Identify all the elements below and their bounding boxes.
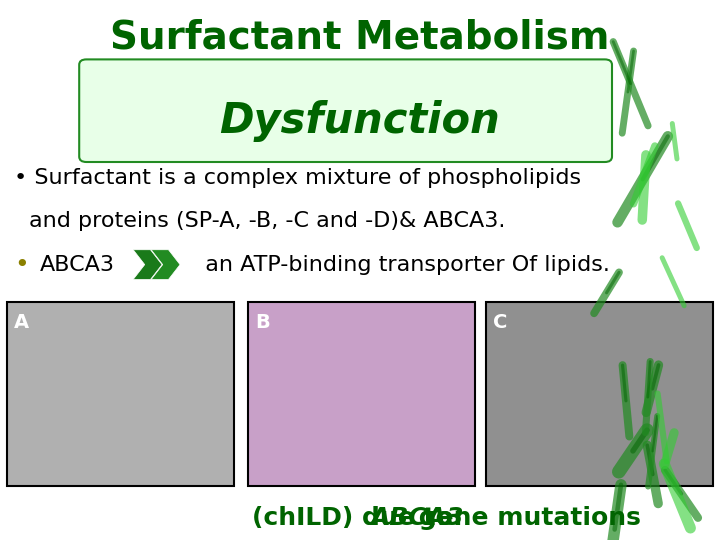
Bar: [7, 302, 234, 486]
FancyBboxPatch shape: [79, 59, 612, 162]
Text: C: C: [493, 313, 508, 332]
Text: Dysfunction: Dysfunction: [220, 100, 500, 143]
Polygon shape: [151, 249, 180, 280]
Text: Surfactant Metabolism: Surfactant Metabolism: [110, 19, 610, 57]
Text: •: •: [14, 253, 29, 276]
Text: A: A: [14, 313, 30, 332]
Bar: [248, 302, 475, 486]
Text: gene mutations: gene mutations: [410, 507, 642, 530]
Text: B: B: [256, 313, 270, 332]
Text: (chILD) due to: (chILD) due to: [252, 507, 462, 530]
Text: an ATP-binding transporter Of lipids.: an ATP-binding transporter Of lipids.: [191, 254, 610, 275]
Bar: [486, 302, 713, 486]
Text: and proteins (SP-A, -B, -C and -D)& ABCA3.: and proteins (SP-A, -B, -C and -D)& ABCA…: [29, 211, 505, 232]
Text: ABCA3: ABCA3: [371, 507, 464, 530]
Polygon shape: [133, 249, 162, 280]
Text: • Surfactant is a complex mixture of phospholipids: • Surfactant is a complex mixture of pho…: [14, 168, 582, 188]
Text: ABCA3: ABCA3: [40, 254, 114, 275]
